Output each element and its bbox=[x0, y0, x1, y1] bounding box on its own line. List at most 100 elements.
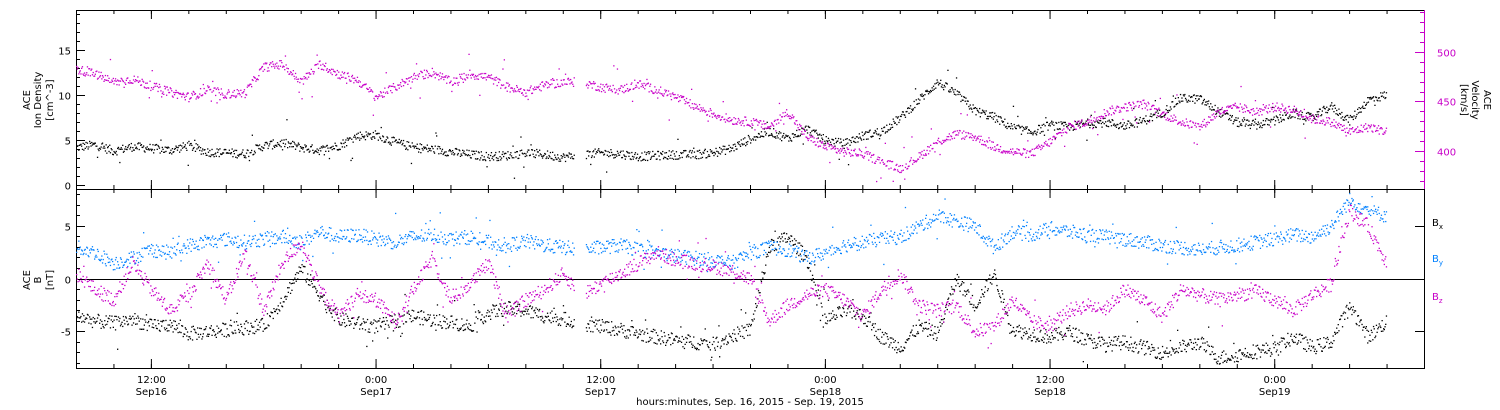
data-point bbox=[1264, 107, 1267, 109]
data-point bbox=[243, 89, 246, 91]
data-point bbox=[835, 147, 837, 149]
data-point bbox=[840, 314, 842, 316]
data-point bbox=[975, 114, 977, 116]
data-point bbox=[1172, 95, 1174, 97]
data-point bbox=[402, 80, 404, 82]
data-point bbox=[780, 238, 782, 240]
data-point bbox=[88, 322, 90, 324]
data-point bbox=[138, 80, 140, 82]
data-point bbox=[1106, 125, 1108, 127]
data-point bbox=[476, 158, 478, 160]
data-point bbox=[853, 150, 855, 152]
data-point bbox=[719, 356, 721, 358]
data-point bbox=[749, 138, 751, 140]
data-point bbox=[781, 140, 783, 142]
data-point bbox=[325, 150, 327, 152]
data-point bbox=[1125, 103, 1127, 105]
data-point bbox=[506, 90, 508, 92]
data-point bbox=[438, 79, 440, 81]
data-point bbox=[428, 149, 431, 151]
data-point bbox=[225, 96, 227, 98]
data-point bbox=[354, 322, 356, 325]
data-point bbox=[94, 75, 96, 77]
data-point bbox=[390, 90, 392, 92]
data-point bbox=[777, 237, 779, 239]
data-point bbox=[750, 120, 752, 122]
data-point bbox=[812, 129, 814, 131]
data-point bbox=[1238, 106, 1240, 109]
data-point bbox=[1126, 123, 1128, 125]
data-point bbox=[621, 157, 623, 159]
data-point bbox=[177, 331, 179, 334]
data-point bbox=[240, 89, 242, 91]
data-point bbox=[762, 135, 764, 138]
data-point bbox=[371, 323, 373, 326]
data-point bbox=[471, 73, 473, 75]
data-point bbox=[1354, 117, 1357, 119]
data-point bbox=[614, 92, 616, 94]
data-point bbox=[1309, 118, 1311, 120]
data-point bbox=[864, 152, 866, 154]
data-point bbox=[1208, 100, 1210, 102]
data-point bbox=[818, 145, 820, 147]
data-point bbox=[1112, 107, 1114, 109]
data-point bbox=[593, 150, 595, 152]
data-point bbox=[544, 83, 546, 85]
data-point bbox=[208, 86, 210, 88]
data-point bbox=[352, 141, 354, 143]
data-point bbox=[329, 147, 331, 149]
data-point bbox=[1074, 120, 1077, 123]
data-point bbox=[1349, 124, 1351, 126]
data-point bbox=[696, 158, 698, 160]
data-point bbox=[809, 134, 811, 136]
data-point bbox=[281, 305, 283, 307]
data-point bbox=[864, 322, 866, 325]
data-point bbox=[1211, 114, 1213, 116]
data-point bbox=[1308, 113, 1311, 115]
data-point bbox=[104, 147, 106, 149]
data-point bbox=[339, 78, 341, 80]
data-point bbox=[656, 158, 658, 160]
data-point bbox=[693, 108, 695, 110]
data-point bbox=[416, 78, 418, 80]
data-point bbox=[428, 318, 430, 320]
data-point bbox=[498, 308, 500, 310]
data-point bbox=[461, 73, 463, 75]
data-point bbox=[706, 344, 709, 346]
data-point bbox=[1199, 129, 1201, 131]
data-point bbox=[886, 131, 889, 133]
data-point bbox=[179, 144, 181, 146]
data-point bbox=[78, 149, 80, 151]
data-point bbox=[666, 340, 668, 342]
data-point bbox=[778, 102, 781, 105]
data-point bbox=[1137, 100, 1139, 103]
data-point bbox=[1130, 124, 1132, 127]
data-point bbox=[525, 153, 527, 155]
data-point bbox=[629, 88, 631, 91]
data-point bbox=[567, 323, 569, 325]
data-point bbox=[381, 95, 383, 97]
data-point bbox=[457, 329, 459, 332]
data-point bbox=[441, 76, 443, 78]
data-point bbox=[742, 138, 745, 140]
data-point bbox=[710, 109, 712, 112]
data-point bbox=[846, 147, 848, 149]
data-point bbox=[824, 148, 826, 150]
data-point bbox=[80, 73, 82, 75]
data-point bbox=[654, 329, 656, 331]
data-point bbox=[896, 163, 898, 166]
data-point bbox=[560, 317, 562, 319]
data-point bbox=[127, 146, 129, 149]
data-point bbox=[273, 145, 275, 147]
data-point bbox=[688, 156, 690, 158]
data-point bbox=[400, 82, 402, 84]
data-point bbox=[786, 113, 788, 115]
data-point bbox=[444, 76, 446, 78]
data-point bbox=[753, 318, 755, 320]
data-point bbox=[573, 154, 575, 156]
data-point bbox=[1096, 120, 1098, 122]
data-point bbox=[418, 151, 420, 153]
data-point bbox=[481, 72, 483, 75]
data-point bbox=[770, 134, 772, 136]
data-point bbox=[132, 82, 134, 84]
